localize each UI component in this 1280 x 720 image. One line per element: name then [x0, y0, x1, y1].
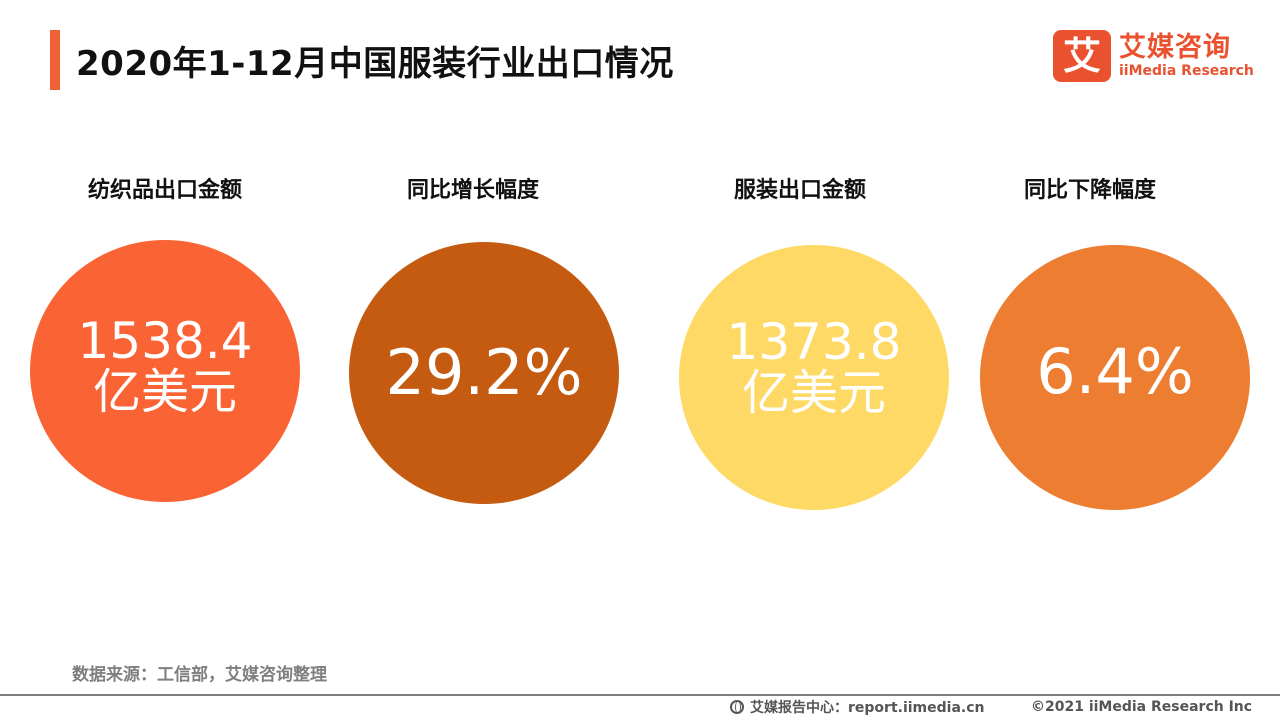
logo-text: 艾媒咨询 iiMedia Research: [1119, 32, 1254, 80]
metric-circle-textile-export: 1538.4 亿美元: [30, 240, 300, 502]
metric-label-apparel-export: 服装出口金额: [733, 178, 866, 203]
logo-mark-icon: 艾: [1053, 30, 1111, 82]
footer-copyright: ©2021 iiMedia Research Inc: [1031, 699, 1253, 715]
logo-name-cn: 艾媒咨询: [1119, 32, 1231, 63]
metric-value: 1538.4: [77, 312, 253, 370]
metric-value: 29.2%: [385, 336, 583, 409]
metric-circle-textile-growth: 29.2%: [349, 242, 619, 504]
metric-value: 1373.8: [726, 312, 902, 371]
title-accent-bar: [50, 30, 60, 90]
metric-circle-apparel-export: 1373.8 亿美元: [679, 245, 949, 510]
data-source-note: 数据来源：工信部，艾媒咨询整理: [72, 665, 327, 685]
globe-icon: [730, 700, 744, 714]
footer-report-center-text: 艾媒报告中心：report.iimedia.cn: [750, 700, 985, 716]
page-title: 2020年1-12月中国服装行业出口情况: [76, 44, 674, 84]
footer-divider: [0, 694, 1280, 696]
logo-name-en: iiMedia Research: [1119, 63, 1254, 79]
metric-label-textile-export: 纺织品出口金额: [87, 178, 242, 203]
metric-unit: 亿美元: [741, 364, 886, 421]
metric-unit: 亿美元: [92, 364, 237, 420]
metric-label-apparel-decline: 同比下降幅度: [1023, 178, 1156, 203]
brand-logo: 艾 艾媒咨询 iiMedia Research: [1053, 30, 1254, 82]
metric-circle-apparel-decline: 6.4%: [980, 245, 1250, 510]
metric-value: 6.4%: [1036, 334, 1194, 408]
footer-report-center[interactable]: 艾媒报告中心：report.iimedia.cn: [730, 697, 985, 717]
metric-label-textile-growth: 同比增长幅度: [406, 178, 539, 203]
